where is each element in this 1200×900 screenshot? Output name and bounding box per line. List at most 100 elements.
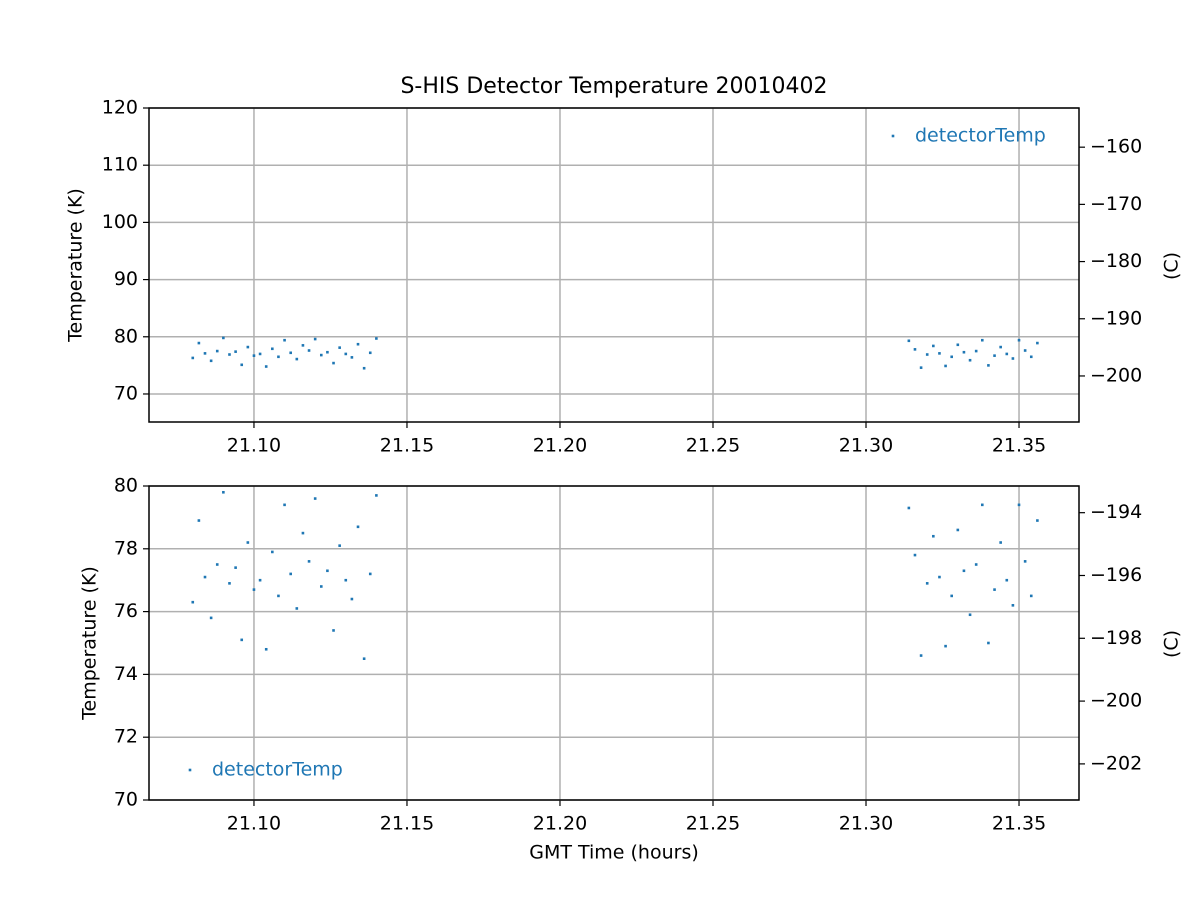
- y-tick-label: 74: [114, 663, 138, 685]
- y2-tick-label: −202: [1090, 752, 1142, 774]
- y-tick-label: 100: [102, 211, 138, 233]
- y2-tick-label: −198: [1090, 627, 1142, 649]
- data-point: [191, 356, 195, 360]
- data-point: [968, 358, 972, 362]
- data-point: [222, 336, 225, 340]
- data-point: [240, 638, 244, 642]
- x-tick-label: 21.10: [227, 435, 281, 457]
- data-point: [326, 350, 329, 354]
- data-point: [350, 356, 354, 359]
- y-tick-label: 110: [102, 154, 138, 176]
- legend-label: detectorTemp: [915, 125, 1046, 147]
- y-tick-label: 76: [114, 600, 138, 622]
- data-point: [197, 519, 201, 522]
- x-tick-label: 21.35: [992, 435, 1046, 457]
- data-point: [1023, 349, 1027, 352]
- plot-frame: [148, 107, 1080, 423]
- y-axis-label: Temperature (K): [65, 188, 87, 343]
- data-point: [307, 349, 311, 352]
- data-point: [319, 353, 323, 357]
- data-point: [999, 345, 1002, 349]
- data-point: [191, 600, 195, 604]
- data-point: [362, 657, 366, 660]
- data-point: [1005, 578, 1009, 582]
- y2-tick-label: −190: [1090, 307, 1142, 329]
- data-point: [1036, 341, 1039, 345]
- y2-tick-label: −200: [1090, 364, 1142, 386]
- data-point: [907, 506, 911, 510]
- data-point: [974, 349, 978, 353]
- data-point: [932, 344, 935, 348]
- data-point: [375, 494, 378, 497]
- x-tick-label: 21.35: [992, 813, 1046, 835]
- y-tick-label: 80: [114, 325, 138, 347]
- data-point: [356, 342, 360, 346]
- data-point: [938, 575, 941, 579]
- y-tick-label: 70: [114, 789, 138, 811]
- data-point: [271, 347, 274, 351]
- data-point: [252, 588, 256, 591]
- y2-axis-label: (C): [1161, 630, 1183, 658]
- data-point: [925, 353, 929, 356]
- data-point: [228, 582, 231, 585]
- data-point: [1005, 352, 1009, 356]
- data-point: [283, 503, 286, 507]
- data-point: [252, 354, 256, 357]
- data-point: [344, 578, 348, 582]
- data-point: [968, 613, 972, 617]
- data-point: [289, 572, 292, 576]
- data-point: [1023, 560, 1027, 563]
- data-point: [987, 641, 990, 645]
- y-tick-label: 78: [114, 537, 138, 559]
- data-point: [258, 352, 262, 356]
- data-point: [258, 578, 262, 582]
- data-point: [277, 594, 280, 598]
- data-point: [987, 364, 990, 367]
- data-point: [956, 343, 960, 347]
- data-point: [197, 341, 201, 345]
- data-point: [919, 366, 923, 369]
- y-tick-label: 70: [114, 382, 138, 404]
- data-point: [950, 594, 953, 598]
- data-point: [356, 525, 360, 529]
- x-tick-label: 21.10: [227, 813, 281, 835]
- data-point: [234, 566, 237, 569]
- data-point: [944, 644, 947, 648]
- legend-marker: [891, 134, 895, 138]
- y2-tick-label: −170: [1090, 193, 1142, 215]
- data-point: [919, 654, 923, 657]
- data-point: [993, 354, 996, 357]
- y2-tick-label: −194: [1090, 501, 1142, 523]
- y2-axis-label: (C): [1161, 252, 1183, 280]
- x-tick-label: 21.15: [380, 435, 434, 457]
- data-point: [283, 338, 286, 342]
- data-point: [295, 357, 299, 361]
- data-point: [362, 366, 366, 370]
- data-point: [962, 350, 966, 354]
- data-point: [203, 352, 207, 355]
- data-point: [209, 359, 213, 363]
- data-point: [1011, 604, 1015, 607]
- data-point: [974, 563, 978, 566]
- y-tick-label: 90: [114, 268, 138, 290]
- x-tick-label: 21.30: [839, 813, 893, 835]
- y2-tick-label: −160: [1090, 136, 1142, 158]
- data-point: [368, 351, 372, 355]
- chart-title: S-HIS Detector Temperature 20010402: [400, 74, 827, 99]
- data-point: [301, 344, 305, 347]
- data-point: [913, 553, 917, 557]
- data-point: [332, 629, 335, 632]
- data-point: [980, 338, 984, 342]
- data-point: [215, 349, 219, 353]
- data-point: [319, 585, 323, 588]
- y-tick-label: 72: [114, 726, 138, 748]
- data-point: [956, 528, 960, 532]
- data-point: [264, 647, 268, 651]
- data-point: [980, 503, 984, 507]
- data-point: [944, 364, 947, 368]
- data-point: [209, 616, 213, 620]
- y-axis-label: Temperature (K): [79, 566, 101, 721]
- x-tick-label: 21.20: [533, 435, 587, 457]
- data-point: [1029, 355, 1033, 359]
- data-point: [301, 531, 305, 535]
